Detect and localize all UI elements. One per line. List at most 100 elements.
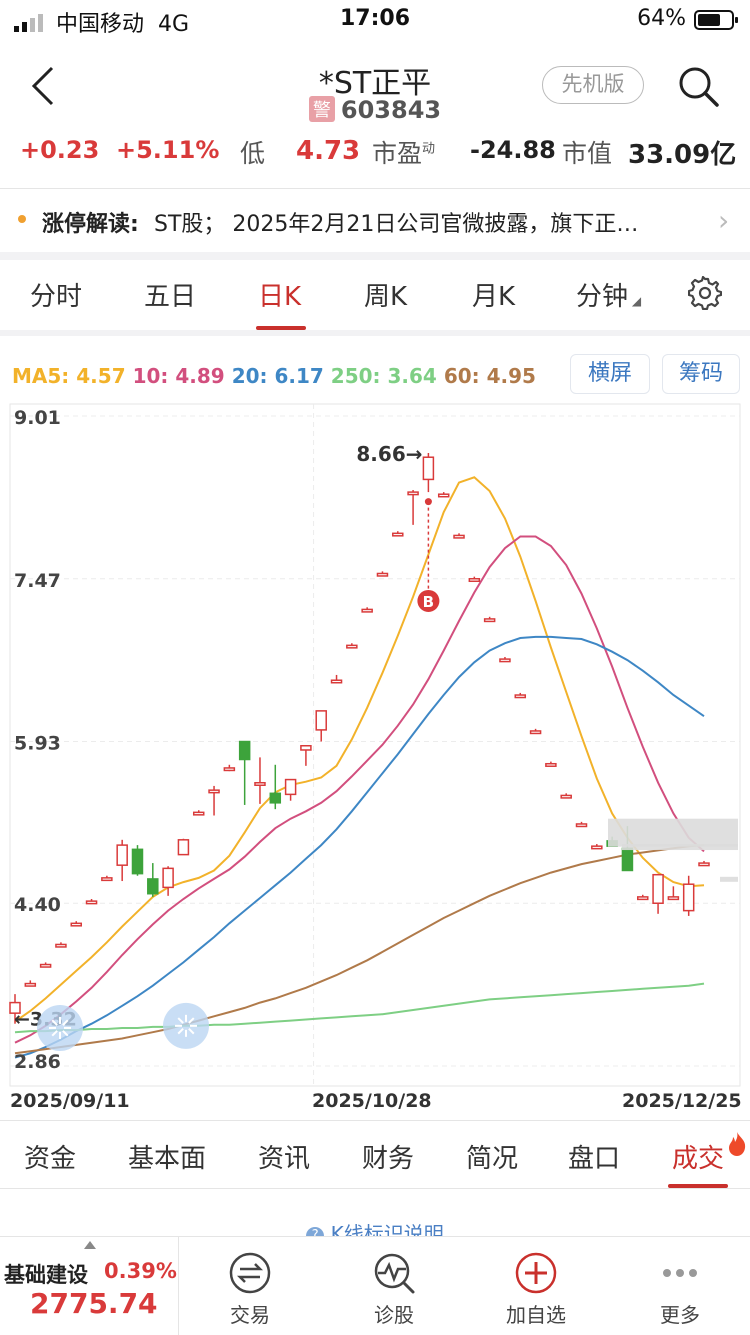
tab-orderbook[interactable]: 盘口 [568, 1144, 621, 1174]
tab-news[interactable]: 资讯 [258, 1144, 311, 1174]
candle [514, 692, 527, 699]
candle-body [468, 578, 481, 583]
candle [575, 821, 588, 828]
tab-funds[interactable]: 资金 [24, 1144, 77, 1174]
pe-label: 市盈动 [372, 139, 436, 168]
candle [284, 778, 297, 801]
candle [560, 793, 572, 799]
candle [162, 866, 174, 896]
buy-marker-badge [417, 589, 440, 612]
candle-body [39, 963, 52, 968]
candle-body [514, 694, 527, 699]
candle-body [529, 730, 542, 735]
tab-minute[interactable]: 分钟 ◢ [576, 282, 642, 312]
tab-five-day[interactable]: 五日 [144, 282, 197, 312]
section-gap [0, 252, 750, 260]
ma20-legend: 20: 6.17 [231, 364, 324, 388]
candle-body [269, 792, 282, 804]
landscape-button[interactable]: 横屏 [570, 354, 650, 394]
candle [24, 980, 37, 987]
candle-body [300, 745, 312, 751]
chip-range-block [720, 876, 738, 882]
tab-finance[interactable]: 财务 [362, 1144, 415, 1174]
candle [407, 489, 419, 525]
candle-body [162, 867, 174, 889]
diagnose-icon [374, 1253, 415, 1294]
limit-up-notice[interactable]: 涨停解读: ST股； 2025年2月21日公司官微披露，旗下正… › [0, 190, 750, 252]
candle-body [682, 883, 695, 912]
tab-profile[interactable]: 简况 [466, 1144, 519, 1174]
candle [116, 839, 128, 882]
candle [238, 740, 251, 805]
tab-fundamentals[interactable]: 基本面 [128, 1144, 207, 1174]
candle [39, 962, 52, 968]
candle-body [254, 781, 266, 786]
candle [131, 845, 144, 876]
divider [0, 1120, 750, 1121]
candle [9, 994, 21, 1024]
tab-monthly-k[interactable]: 月K [472, 282, 516, 312]
battery-percent: 64% [637, 6, 686, 31]
clock: 17:06 [339, 6, 411, 31]
active-tab-indicator [668, 1184, 728, 1188]
candle-body [177, 839, 190, 856]
tab-weekly-k[interactable]: 周K [364, 282, 408, 312]
candle-body [238, 740, 251, 761]
candle-body [330, 679, 343, 684]
candle [698, 860, 710, 867]
notice-text: ST股； 2025年2月21日公司官微披露，旗下正… [154, 212, 639, 237]
y-tick-label: 5.93 [14, 733, 61, 755]
candle [223, 764, 236, 772]
candle-body [407, 491, 419, 496]
index-name[interactable]: 基础建设 [4, 1263, 88, 1287]
ma-line-ma250 [14, 982, 705, 1034]
candlestick-chart[interactable]: 9.01 7.47 5.93 4.40 2.86 8.66→←3.32B [0, 396, 750, 1116]
add-watchlist-button[interactable]: 加自选 [476, 1237, 596, 1335]
candle [637, 894, 649, 901]
candle-body [637, 896, 649, 901]
trade-button[interactable]: 交易 [190, 1237, 310, 1335]
more-button[interactable]: 更多 [620, 1237, 740, 1335]
candle [346, 643, 358, 649]
candle-body [483, 618, 496, 623]
active-tab-indicator [256, 326, 306, 330]
divider [0, 188, 750, 189]
candle-body [208, 789, 220, 794]
battery-icon [694, 10, 738, 30]
chart-annotations: 8.66→←3.32B [14, 442, 738, 1051]
candle [55, 942, 67, 948]
mktcap-value: 33.09亿 [628, 140, 737, 170]
back-arrow-icon[interactable] [28, 64, 60, 108]
dropdown-triangle-icon: ◢ [628, 294, 642, 308]
stock-code-row: 警 603843 [0, 96, 750, 124]
candle [300, 745, 312, 766]
bottom-toolbar: 基础建设 0.39% 2775.74 交易 诊股 加自选 更多 [0, 1236, 750, 1335]
candle-body [545, 762, 557, 767]
status-bar: 中国移动 4G 17:06 64% [0, 0, 750, 42]
gear-icon[interactable] [688, 276, 722, 310]
section-gap [0, 330, 750, 336]
candle-body [499, 658, 511, 663]
low-value: 4.73 [296, 136, 361, 166]
tab-intraday[interactable]: 分时 [30, 282, 83, 312]
period-tabs: 分时 五日 日K 周K 月K 分钟 ◢ [0, 262, 750, 330]
search-icon[interactable] [676, 64, 720, 108]
diagnose-button[interactable]: 诊股 [334, 1237, 454, 1335]
ma250-legend: 250: 3.64 [330, 364, 437, 388]
quote-strip: +0.23 +5.11% 低 4.73 市盈动 -24.88 市值 33.09亿 [0, 118, 750, 188]
event-marker-ray [177, 1017, 184, 1024]
candle-body [9, 1001, 21, 1014]
candle [315, 710, 327, 742]
pro-version-button[interactable]: 先机版 [542, 66, 644, 104]
candle-body [101, 877, 113, 882]
tab-trades[interactable]: 成交 [672, 1144, 725, 1174]
carrier-label: 中国移动 4G [56, 12, 190, 37]
candle [667, 886, 680, 901]
chips-button[interactable]: 筹码 [662, 354, 740, 394]
tab-daily-k[interactable]: 日K [258, 282, 302, 312]
y-tick-label: 2.86 [14, 1051, 61, 1073]
candle-body [85, 900, 98, 905]
buy-marker-label: B [423, 593, 434, 611]
x-label-end: 2025/12/25 [622, 1090, 742, 1112]
candle-body [453, 534, 465, 539]
